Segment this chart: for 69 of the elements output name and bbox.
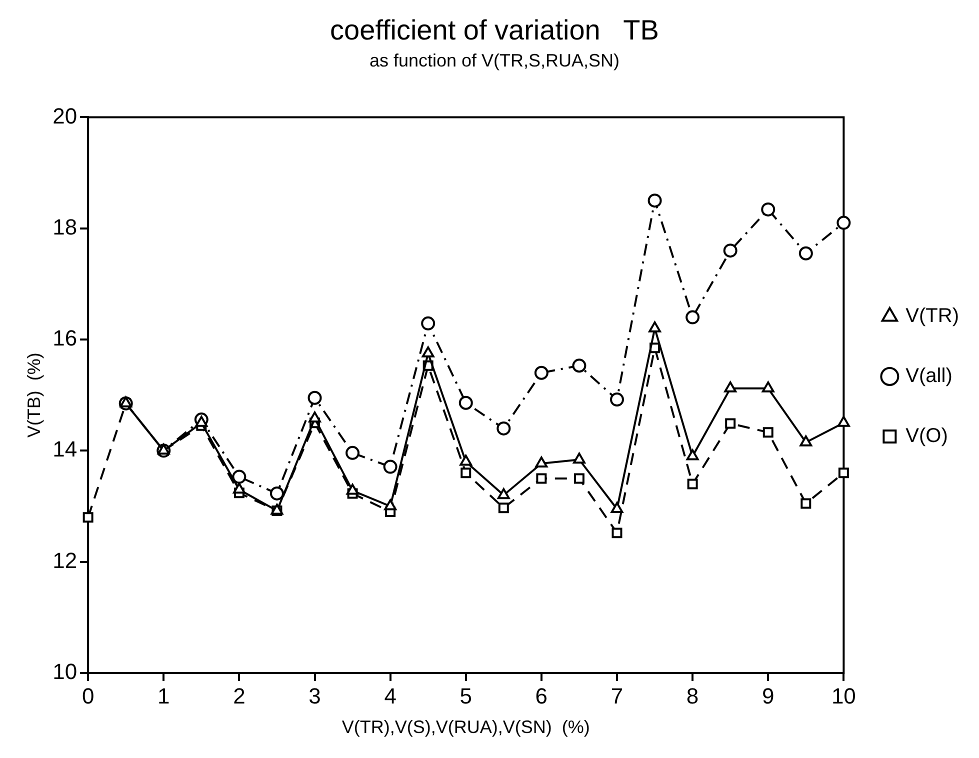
point xyxy=(574,473,584,484)
point xyxy=(762,381,774,392)
point xyxy=(686,449,699,460)
legend-label: V(TR) xyxy=(906,305,960,328)
point xyxy=(798,246,813,260)
point xyxy=(421,316,436,330)
point xyxy=(836,216,851,230)
point xyxy=(346,446,360,460)
point xyxy=(195,416,208,427)
point xyxy=(800,435,812,446)
chart-subtitle: as function of V(TR,S,RUA,SN) xyxy=(369,50,620,70)
point xyxy=(762,427,774,438)
x-tick-label: 8 xyxy=(686,683,699,708)
legend-label: V(all) xyxy=(906,365,952,388)
point xyxy=(422,346,434,358)
point xyxy=(383,460,398,474)
point xyxy=(458,396,473,410)
point xyxy=(270,486,284,500)
point xyxy=(572,358,586,373)
y-axis-title: V(TB) (%) xyxy=(24,352,44,438)
x-tick-label: 7 xyxy=(610,683,624,708)
point xyxy=(460,454,472,466)
point xyxy=(800,498,812,509)
point xyxy=(724,381,737,392)
y-tick-label: 16 xyxy=(52,326,78,351)
point xyxy=(612,528,622,538)
point xyxy=(308,390,322,405)
y-tick-label: 20 xyxy=(52,103,78,128)
x-tick-label: 0 xyxy=(82,683,94,708)
y-tick-label: 14 xyxy=(52,436,78,462)
point xyxy=(761,202,776,216)
point xyxy=(648,194,662,208)
point xyxy=(723,244,738,258)
point xyxy=(82,512,94,523)
point xyxy=(573,452,586,464)
y-tick-label: 12 xyxy=(52,548,78,573)
x-axis-title: V(TR),V(S),V(RUA),V(SN) (%) xyxy=(342,717,590,738)
point xyxy=(496,421,511,436)
chart-title: coefficient of variation TB xyxy=(330,14,659,46)
point xyxy=(498,502,509,514)
x-tick-label: 10 xyxy=(831,683,856,708)
x-tick-label: 2 xyxy=(233,683,246,708)
x-tick-label: 6 xyxy=(535,683,548,708)
x-tick-label: 4 xyxy=(384,683,396,708)
point xyxy=(346,484,359,495)
point xyxy=(308,411,321,422)
point xyxy=(687,478,698,490)
point xyxy=(686,310,700,324)
point xyxy=(232,470,246,484)
point xyxy=(460,468,472,478)
point xyxy=(536,473,547,484)
point xyxy=(384,499,397,510)
y-tick-label: 10 xyxy=(52,659,78,684)
point xyxy=(232,482,246,494)
x-tick-label: 1 xyxy=(158,683,170,708)
y-tick-label: 18 xyxy=(52,214,78,240)
point xyxy=(535,456,548,468)
point xyxy=(838,468,849,478)
point xyxy=(610,502,624,514)
legend-label: V(O) xyxy=(906,425,948,448)
point xyxy=(837,416,850,427)
x-tick-label: 9 xyxy=(762,683,774,708)
x-tick-label: 5 xyxy=(460,683,472,708)
point xyxy=(725,418,736,429)
x-tick-label: 3 xyxy=(308,683,321,708)
point xyxy=(497,488,510,500)
point xyxy=(534,366,548,380)
point xyxy=(610,392,624,407)
point xyxy=(648,321,661,332)
